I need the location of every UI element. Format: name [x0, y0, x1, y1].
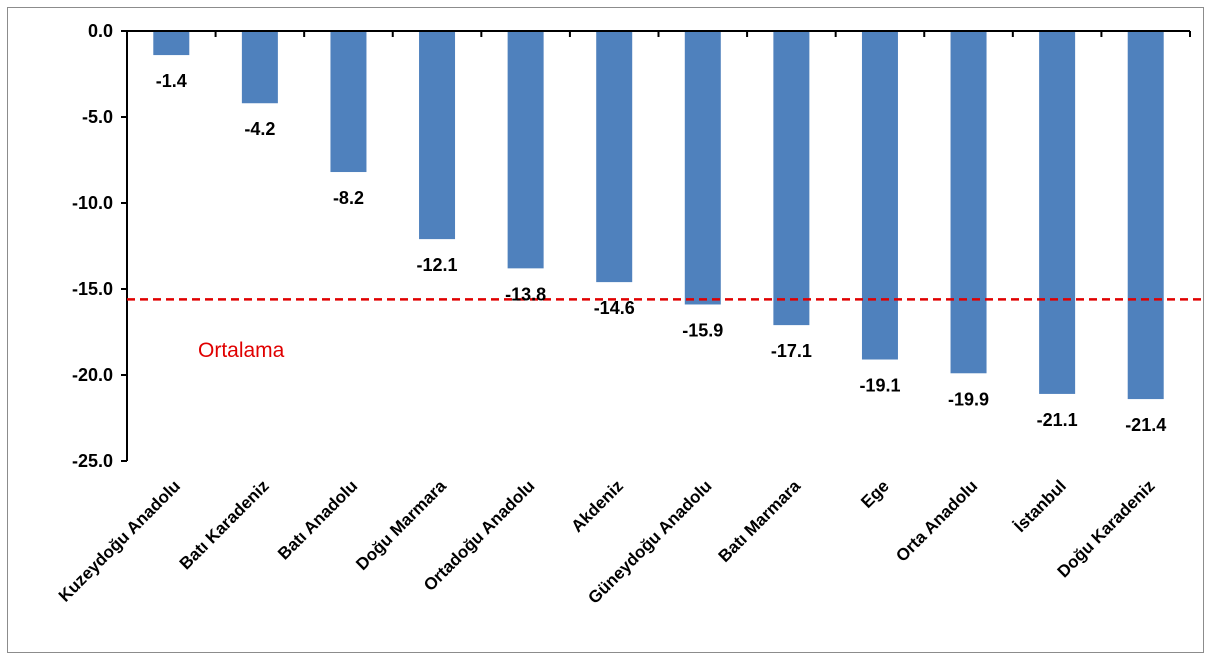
bar	[330, 31, 367, 173]
bar	[950, 31, 987, 374]
category-label: Akdeniz	[568, 476, 628, 536]
y-tick-label: -20.0	[72, 365, 113, 385]
bar	[684, 31, 721, 305]
data-label: -12.1	[417, 255, 458, 275]
bar	[419, 31, 456, 240]
category-label: İstanbul	[1010, 476, 1070, 536]
data-label: -19.1	[859, 376, 900, 396]
category-label: Kuzeydoğu Anadolu	[55, 476, 184, 605]
category-label: Doğu Karadeniz	[1054, 476, 1159, 581]
data-label: -21.4	[1125, 415, 1166, 435]
average-label: Ortalama	[198, 339, 285, 362]
data-label: -13.8	[505, 284, 546, 304]
data-label: -8.2	[333, 188, 364, 208]
bar	[241, 31, 278, 104]
category-label: Batı Karadeniz	[176, 476, 273, 573]
y-tick-label: 0.0	[88, 21, 113, 41]
data-label: -4.2	[244, 119, 275, 139]
y-tick-label: -15.0	[72, 279, 113, 299]
category-label: Batı Anadolu	[274, 476, 361, 563]
data-label: -19.9	[948, 389, 989, 409]
data-label: -14.6	[594, 298, 635, 318]
y-tick-label: -5.0	[82, 107, 113, 127]
bar	[861, 31, 898, 360]
data-label: -17.1	[771, 341, 812, 361]
category-label: Batı Marmara	[715, 476, 805, 566]
bar	[1127, 31, 1164, 400]
y-tick-label: -10.0	[72, 193, 113, 213]
bar	[773, 31, 810, 326]
bar	[153, 31, 190, 56]
y-tick-label: -25.0	[72, 451, 113, 471]
bar	[507, 31, 544, 269]
data-label: -21.1	[1037, 410, 1078, 430]
category-label: Ege	[857, 476, 892, 511]
bar	[596, 31, 633, 283]
bar	[1039, 31, 1076, 394]
category-label: Doğu Marmara	[352, 476, 450, 574]
category-label: Orta Anadolu	[892, 476, 981, 565]
data-label: -15.9	[682, 320, 723, 340]
data-label: -1.4	[156, 71, 187, 91]
